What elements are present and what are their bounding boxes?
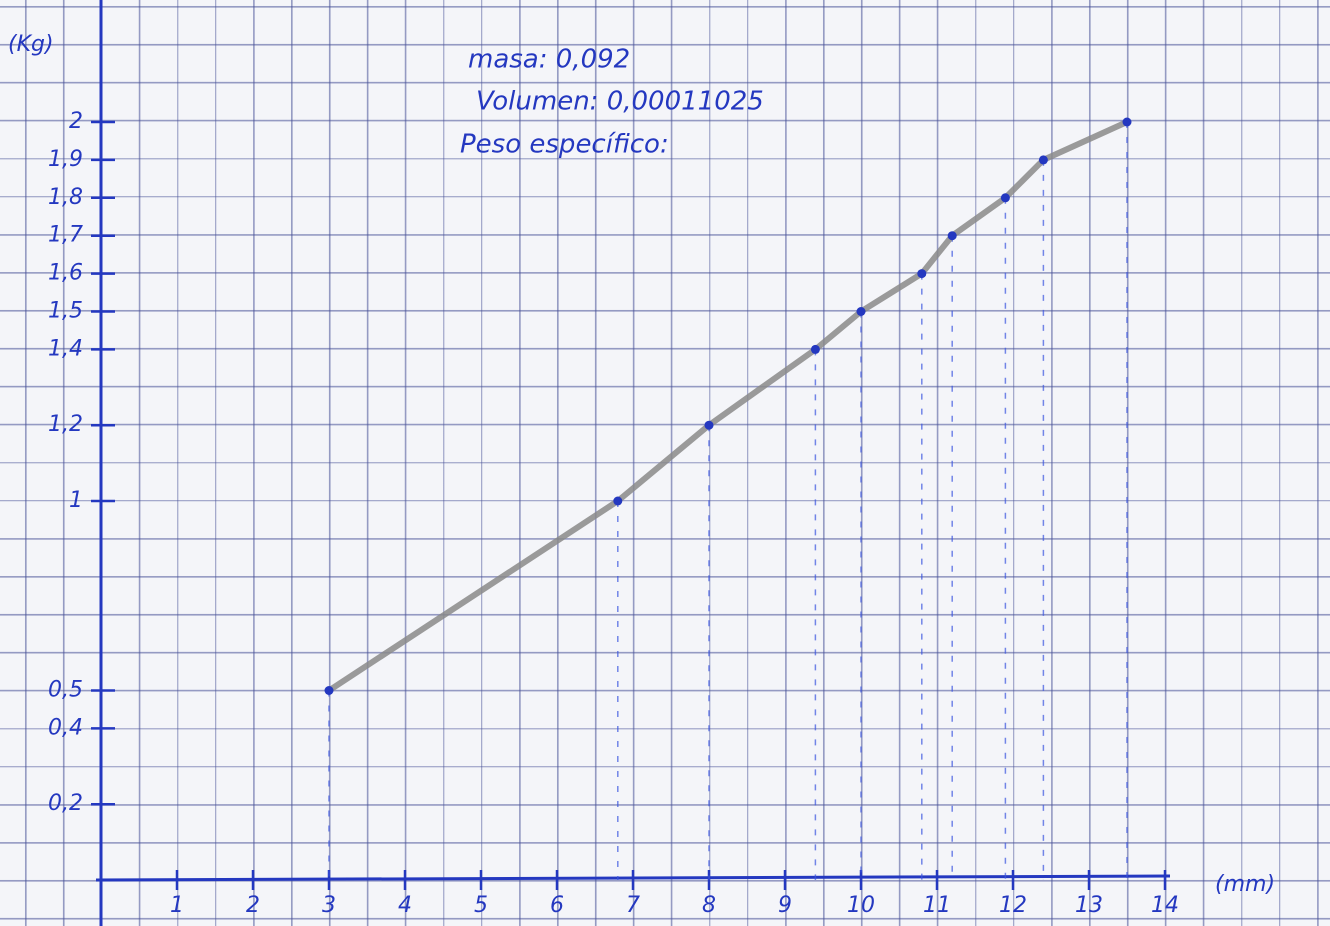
x-tick-label: 6 (550, 893, 564, 918)
x-tick-label: 8 (702, 893, 716, 918)
x-tick-label: 10 (847, 893, 875, 918)
x-tick-label: 13 (1075, 893, 1103, 918)
y-tick-label: 1,7 (48, 223, 83, 248)
chart: (Kg) (mm) masa: 0,092 Volumen: 0,0001102… (0, 0, 1330, 926)
x-tick-label: 4 (398, 893, 412, 918)
x-tick-label: 3 (322, 893, 336, 918)
data-point (1039, 155, 1048, 164)
data-point (613, 497, 622, 506)
data-line (329, 122, 1127, 691)
annotation: masa: 0,092 (468, 45, 630, 75)
data-point (1001, 193, 1010, 202)
data-point (857, 307, 866, 316)
y-tick-label: 1,2 (48, 412, 83, 437)
data-point (705, 421, 714, 430)
x-axis-label: (mm) (1215, 872, 1275, 897)
y-tick-label: 2 (69, 109, 83, 134)
y-tick-label: 1,6 (48, 261, 83, 286)
data-point (325, 686, 334, 695)
annotation: Peso específico: (460, 130, 669, 160)
data-point (811, 345, 820, 354)
x-tick-label: 11 (923, 893, 951, 918)
data-point (1123, 118, 1132, 127)
x-tick-label: 14 (1151, 893, 1179, 918)
y-tick-label: 0,4 (48, 715, 83, 740)
x-tick-label: 1 (170, 893, 184, 918)
annotation: Volumen: 0,00011025 (476, 87, 764, 117)
y-axis-label: (Kg) (8, 32, 54, 57)
y-tick-label: 0,2 (48, 791, 83, 816)
y-tick-label: 1,5 (48, 299, 83, 324)
y-tick-label: 0,5 (48, 678, 83, 703)
x-tick-label: 12 (999, 893, 1027, 918)
x-tick-label: 2 (246, 893, 260, 918)
x-tick-label: 9 (778, 893, 792, 918)
data-point (948, 231, 957, 240)
x-tick-label: 7 (626, 893, 640, 918)
x-tick-label: 5 (474, 893, 488, 918)
y-tick-label: 1,8 (48, 185, 83, 210)
graph-paper: (Kg) (mm) masa: 0,092 Volumen: 0,0001102… (0, 0, 1330, 926)
y-tick-label: 1,4 (48, 336, 83, 361)
data-point (917, 269, 926, 278)
y-tick-label: 1,9 (48, 147, 83, 172)
y-tick-label: 1 (69, 488, 83, 513)
